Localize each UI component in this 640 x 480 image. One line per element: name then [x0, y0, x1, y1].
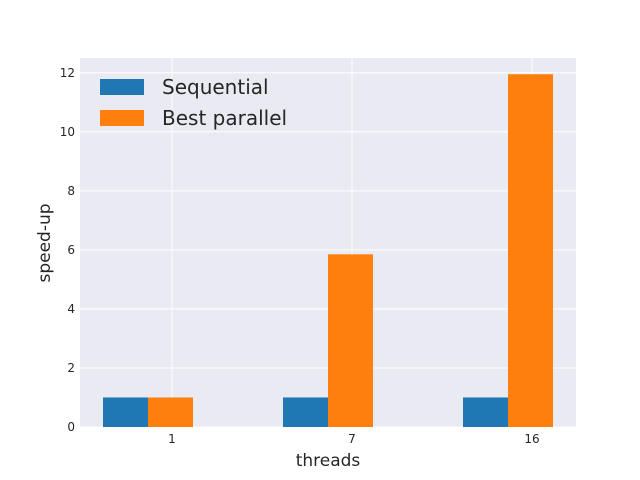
bar-best-parallel-7 [328, 254, 373, 427]
bars [103, 74, 553, 428]
legend-label: Sequential [162, 75, 269, 99]
legend-swatch [100, 79, 144, 95]
bar-best-parallel-1 [148, 397, 193, 427]
y-tick-labels: 0 2 4 6 8 10 12 [60, 66, 75, 434]
x-tick-labels: 1 7 16 [168, 432, 539, 446]
y-tick-label: 12 [60, 66, 75, 80]
legend: Sequential Best parallel [100, 75, 287, 130]
legend-swatch [100, 110, 144, 126]
x-tick-label: 1 [168, 432, 176, 446]
legend-label: Best parallel [162, 106, 287, 130]
y-tick-label: 10 [60, 125, 75, 139]
x-tick-label: 16 [524, 432, 539, 446]
bar-sequential-7 [283, 397, 328, 427]
bar-sequential-16 [463, 397, 508, 427]
y-tick-label: 2 [67, 361, 75, 375]
y-tick-label: 0 [67, 420, 75, 434]
y-axis-label: speed-up [35, 203, 55, 282]
bar-best-parallel-16 [508, 74, 553, 428]
y-tick-label: 6 [67, 243, 75, 257]
bar-sequential-1 [103, 397, 148, 427]
x-axis-label: threads [296, 451, 361, 471]
y-tick-label: 4 [67, 302, 75, 316]
x-tick-label: 7 [348, 432, 356, 446]
y-tick-label: 8 [67, 184, 75, 198]
